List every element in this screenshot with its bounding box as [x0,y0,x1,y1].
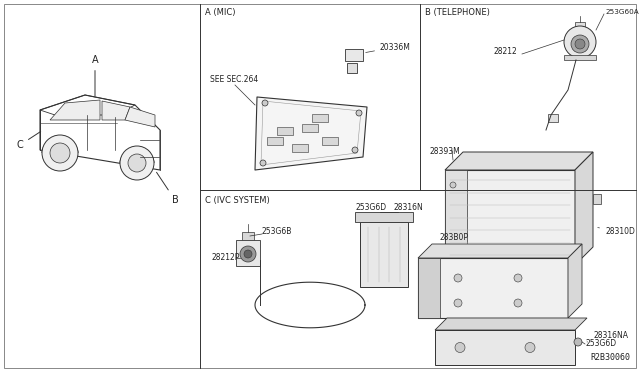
Bar [445,170,467,265]
Circle shape [454,299,462,307]
Text: C (IVC SYSTEM): C (IVC SYSTEM) [205,196,269,205]
Circle shape [514,299,522,307]
Circle shape [575,39,585,49]
Text: B (TELEPHONE): B (TELEPHONE) [425,8,490,17]
Circle shape [120,146,154,180]
Bar [242,232,254,240]
Polygon shape [575,152,593,265]
Polygon shape [255,97,367,170]
Bar [418,258,568,318]
Circle shape [262,100,268,106]
Bar [593,193,601,203]
Text: C: C [17,132,41,150]
Bar [347,63,357,73]
Text: 253G6D: 253G6D [355,203,386,212]
Circle shape [42,135,78,171]
Text: SEE SEC.264: SEE SEC.264 [210,75,259,84]
Circle shape [450,182,456,188]
Polygon shape [50,100,100,120]
Text: 28310D: 28310D [598,228,635,237]
Text: 28212: 28212 [494,48,518,57]
Polygon shape [445,152,593,170]
Circle shape [356,110,362,116]
Polygon shape [418,244,582,258]
Bar [292,144,308,152]
Text: 20336M: 20336M [365,42,411,52]
Polygon shape [568,244,582,318]
Bar [435,330,575,365]
Text: A (MIC): A (MIC) [205,8,236,17]
Bar [548,114,558,122]
Circle shape [455,343,465,353]
Text: 28316NA: 28316NA [587,330,628,342]
Bar [302,124,318,132]
Text: 283B0P: 283B0P [440,234,469,243]
Bar [418,258,440,318]
Circle shape [352,147,358,153]
Bar [360,222,408,287]
Circle shape [260,160,266,166]
Text: 253G6B: 253G6B [262,228,292,237]
Text: R2B30060: R2B30060 [590,353,630,362]
Circle shape [574,338,582,346]
Bar [312,114,328,122]
Bar [236,240,260,266]
Circle shape [525,343,535,353]
Circle shape [450,247,456,253]
Circle shape [244,250,252,258]
Circle shape [128,154,146,172]
Bar [575,22,585,32]
Circle shape [454,274,462,282]
Circle shape [50,143,70,163]
Text: 253G6D: 253G6D [586,340,617,349]
Polygon shape [102,101,130,120]
Text: B: B [157,172,179,205]
Circle shape [571,35,589,53]
Bar [564,55,596,60]
Bar [322,137,338,145]
Bar [345,49,363,61]
Text: 28393M: 28393M [430,148,461,157]
Bar [355,212,413,222]
Bar [277,127,293,135]
Bar [267,137,283,145]
Text: 28212P: 28212P [212,253,241,263]
Polygon shape [125,107,155,127]
Circle shape [564,26,596,58]
Text: 28316N: 28316N [393,203,423,212]
Text: 253G60A: 253G60A [605,9,639,15]
Text: A: A [92,55,99,96]
Polygon shape [435,318,587,330]
Circle shape [240,246,256,262]
Circle shape [514,274,522,282]
Polygon shape [445,170,575,265]
